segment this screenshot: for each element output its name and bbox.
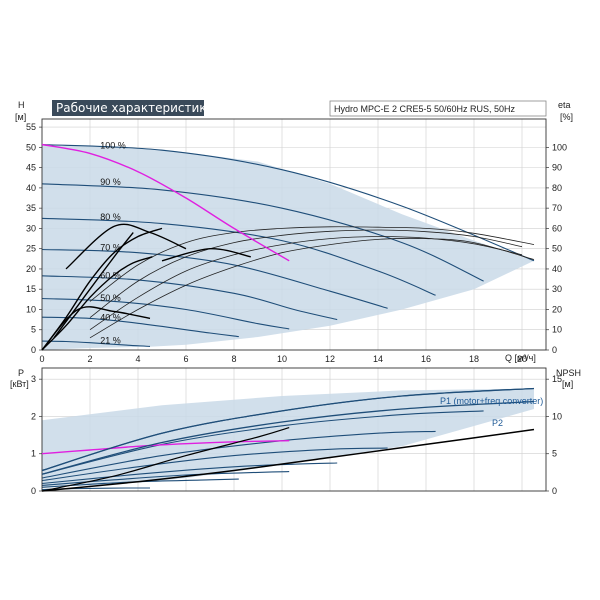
efficiency-curve [41,256,153,351]
efficiency-curve [41,227,163,351]
system-curve [89,236,523,331]
y2-tick-label: 30 [552,284,562,294]
x-tick-label: 16 [421,354,431,364]
speed-curve [41,462,338,485]
y-tick-label: 20 [26,264,36,274]
speed-label: 80 % [100,212,121,222]
y2-tick-label: 20 [552,304,562,314]
p1-curve [41,387,535,472]
speed-curve [41,248,388,309]
power-plot: 0 1 2 3 0 5 10 15 [31,367,562,496]
x-tick-label: 0 [39,354,44,364]
y2-tick-label: 0 [552,486,557,496]
plot-frame [41,118,547,351]
x-tick-label: 10 [277,354,287,364]
x-tick-label: 18 [469,354,479,364]
npsh-curve [41,428,535,492]
y2-tick-label: 100 [552,142,567,152]
y-tick-label: 35 [26,203,36,213]
system-curve [89,229,523,318]
speed-curve [41,316,239,338]
speed-label: 60 % [100,270,121,280]
p2-series-label: P2 [492,418,503,428]
y-tick-label: 0 [31,486,36,496]
y-tick-label: 25 [26,244,36,254]
p1-series-label: P1 (motor+freq.converter) [440,396,543,406]
system-curve [89,237,535,339]
power-axis-unit: [кВт] [10,379,29,389]
model-label: Hydro MPC-E 2 CRE5-5 50/60Hz RUS, 50Hz [334,104,516,114]
y2-tick-label: 70 [552,203,562,213]
model-box [329,100,547,117]
y-tick-label: 5 [31,325,36,335]
speed-label: 70 % [100,242,121,252]
npsh-axis-unit: [м] [562,379,573,389]
plot-frame [41,367,547,492]
y-tick-label: 10 [26,304,36,314]
x-tick-label: 8 [231,354,236,364]
head-axis-title: H [18,100,25,110]
y-tick-label: 45 [26,163,36,173]
speed-label: 50 % [100,293,121,303]
head-axis-unit: [м] [15,112,26,122]
eta-axis-title: eta [558,100,571,110]
y-tick-label: 30 [26,223,36,233]
y-tick-label: 50 [26,142,36,152]
efficiency-hump-curve [161,247,251,262]
speed-curve [41,447,388,482]
y2-tick-label: 15 [552,374,562,384]
y2-tick-label: 10 [552,325,562,335]
speed-label: 100 % [100,140,126,150]
head-plot: 0510152025303540455055010203040506070809… [26,118,567,364]
y2-tick-label: 50 [552,244,562,254]
efficiency-hump-curve [65,223,187,270]
x-tick-label: 2 [87,354,92,364]
x-tick-label: 14 [373,354,383,364]
speed-curve [41,430,436,479]
flow-axis-title: Q [м³/ч] [505,353,536,363]
p2-curve [41,400,535,475]
operating-envelope [42,388,534,488]
speed-label: 21 % [100,336,121,346]
eta-axis-unit: [%] [560,112,573,122]
y2-tick-label: 10 [552,411,562,421]
speed-curve [41,297,290,330]
y-tick-label: 40 [26,183,36,193]
y2-tick-label: 40 [552,264,562,274]
y2-tick-label: 60 [552,223,562,233]
power-rising-curve [41,427,290,492]
y-tick-label: 0 [31,345,36,355]
y2-tick-label: 5 [552,449,557,459]
y-tick-label: 55 [26,122,36,132]
speed-curve [41,183,484,282]
y-tick-label: 1 [31,449,36,459]
title-banner-text: Рабочие характеристики [56,101,214,115]
title-banner [52,100,204,116]
y2-tick-label: 90 [552,163,562,173]
y2-tick-label: 0 [552,345,557,355]
y-tick-label: 15 [26,284,36,294]
x-tick-label: 6 [183,354,188,364]
speed-curve [41,217,436,296]
system-curve [89,226,535,302]
x-tick-label: 20 [517,354,527,364]
duty-curve [41,143,290,262]
power-axis-title: P [18,368,24,378]
x-tick-label: 12 [325,354,335,364]
speed-curve [41,340,151,347]
operating-envelope [42,144,534,350]
x-tick-label: 4 [135,354,140,364]
y-tick-label: 2 [31,411,36,421]
speed-curve [41,143,535,262]
npsh-axis-title: NPSH [556,368,581,378]
efficiency-hump-curve [41,306,151,351]
y-tick-label: 3 [31,374,36,384]
speed-label: 40 % [100,313,121,323]
speed-label: 90 % [100,177,121,187]
y2-tick-label: 80 [552,183,562,193]
speed-curve [41,410,484,475]
